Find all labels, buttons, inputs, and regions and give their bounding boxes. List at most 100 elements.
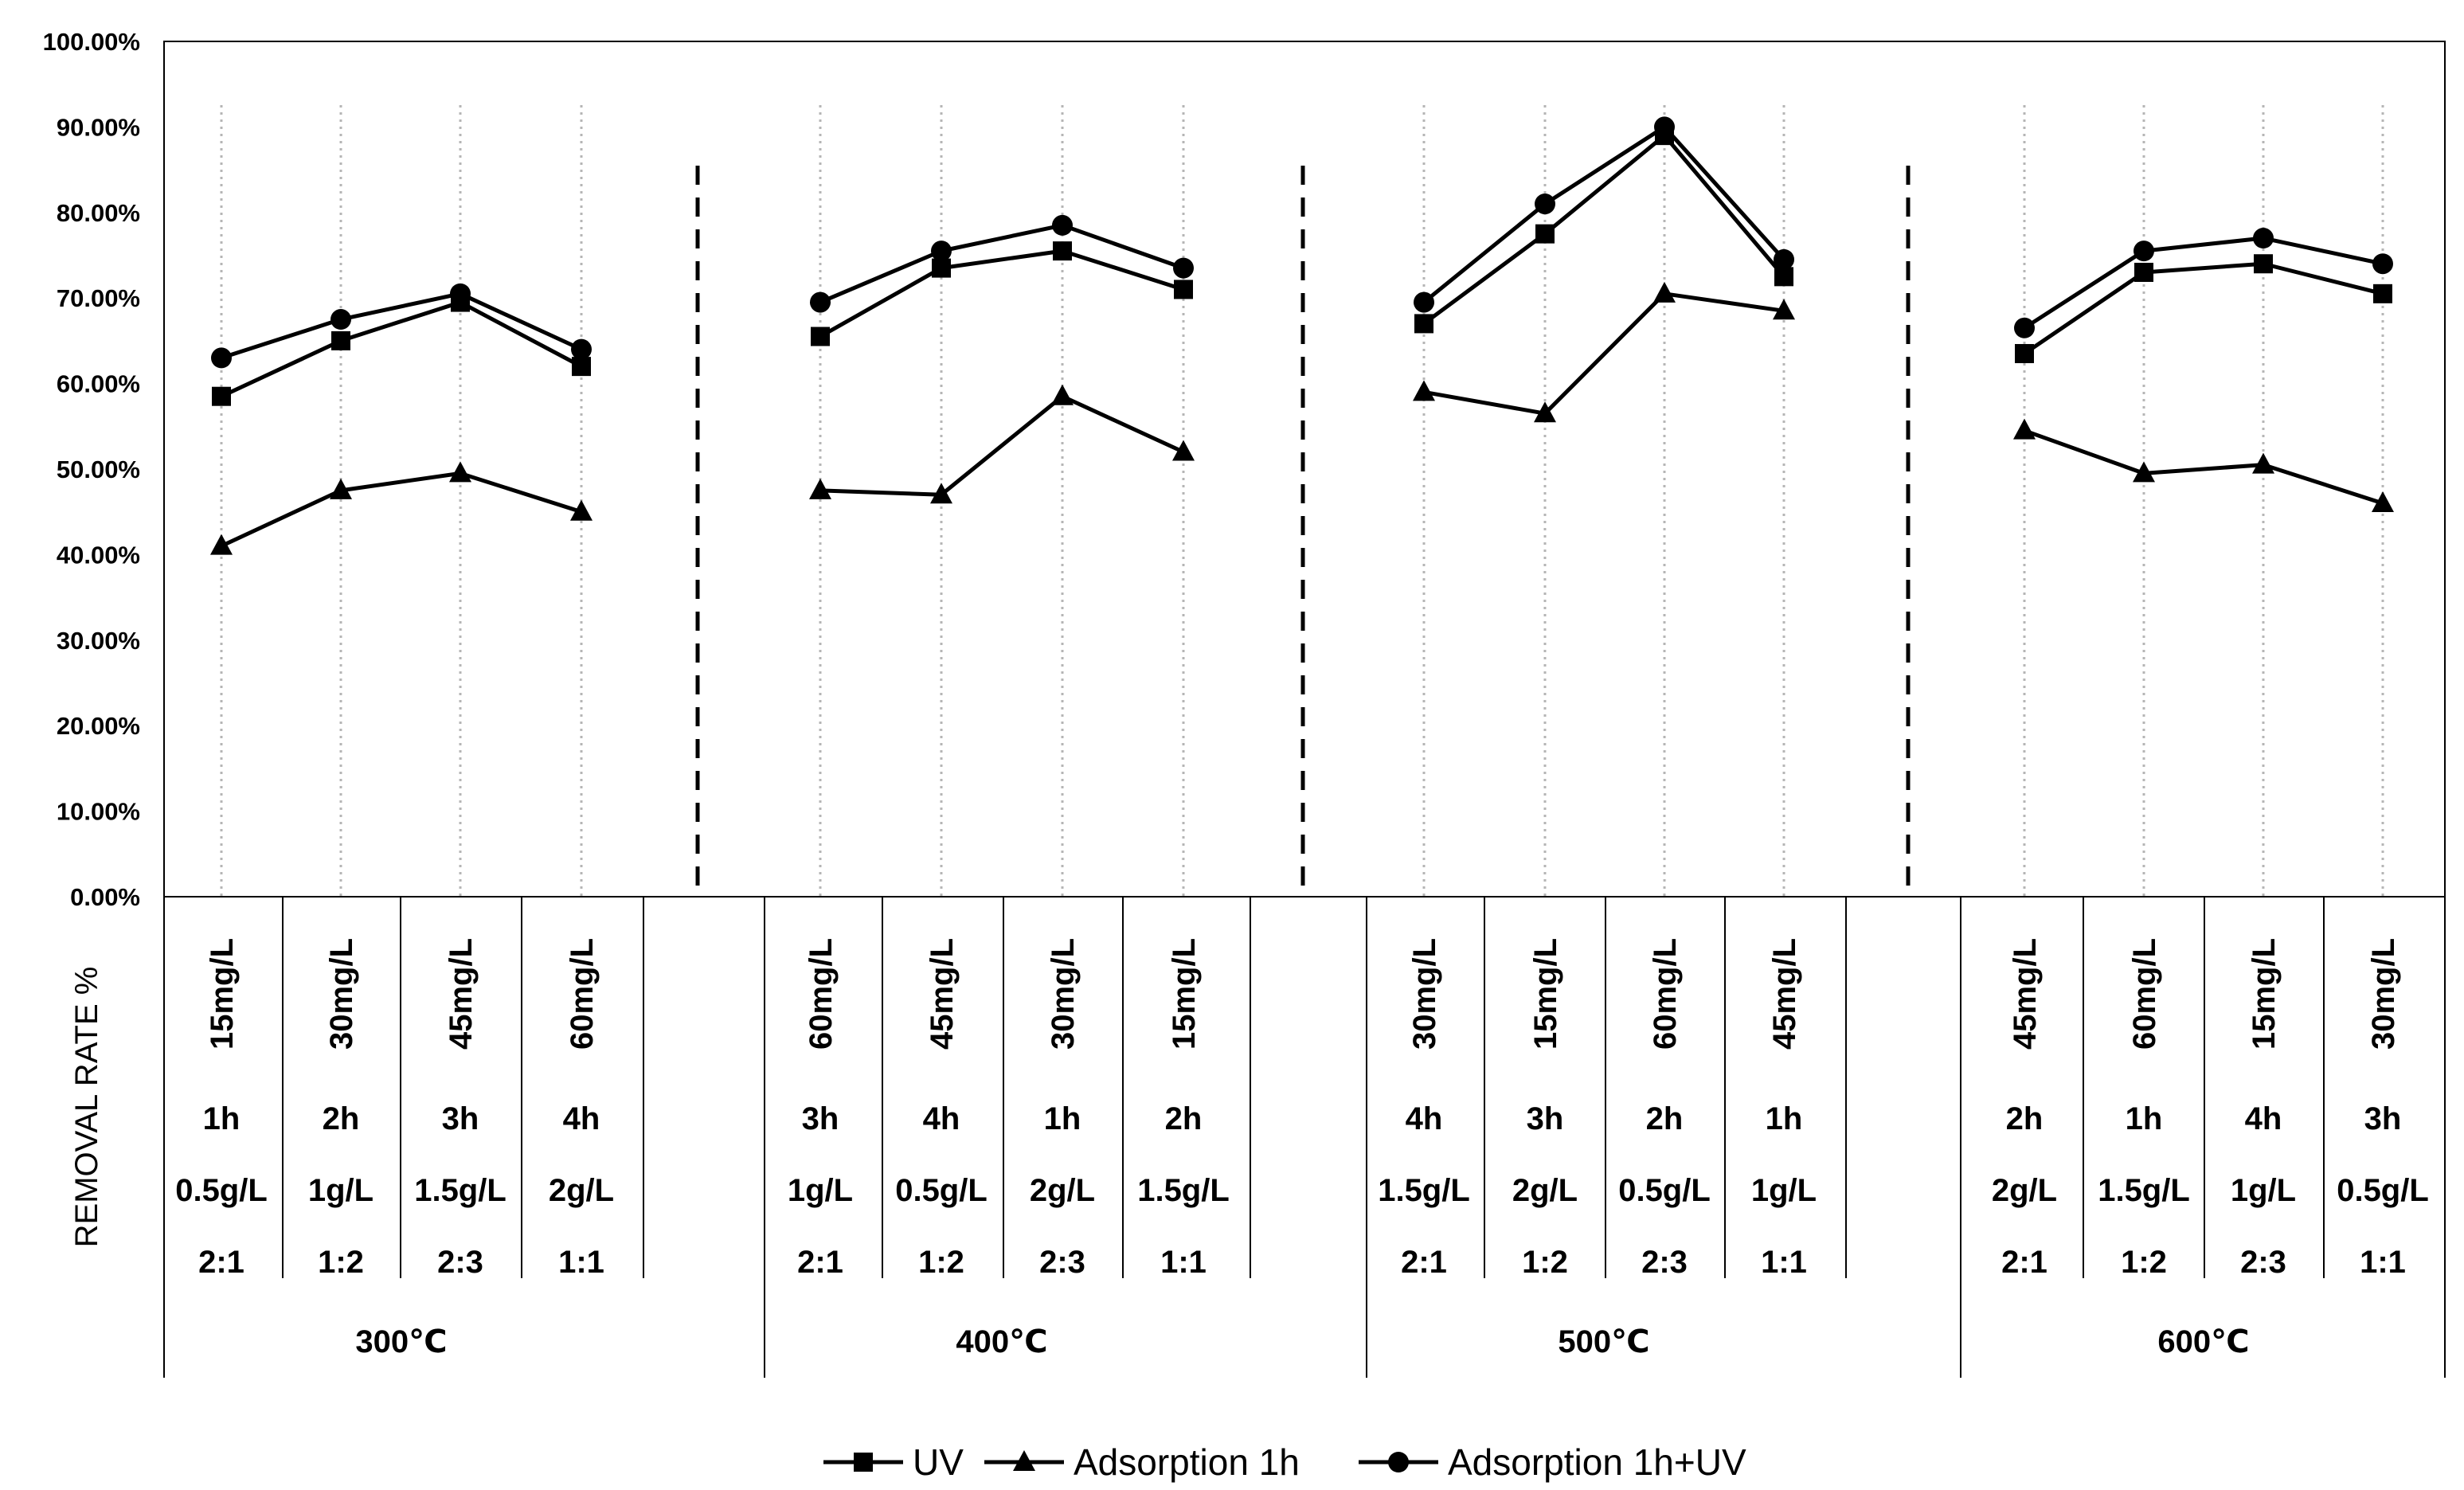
category-time-label: 4h — [1406, 1101, 1443, 1136]
data-point-uv — [1535, 224, 1555, 244]
data-point-adsorption-1h — [2372, 491, 2394, 512]
data-point-adsorption-1h — [449, 461, 471, 483]
category-dose-label: 2g/L — [549, 1173, 614, 1208]
category-concentration-label: 45mg/L — [444, 938, 479, 1050]
data-point-adsorption-1h-uv — [1414, 291, 1434, 313]
y-tick-label: 0.00% — [70, 883, 140, 911]
category-time-label: 1h — [1044, 1101, 1081, 1136]
data-point-uv — [2134, 262, 2153, 282]
legend-label: Adsorption 1h+UV — [1448, 1441, 1746, 1483]
data-point-adsorption-1h-uv — [1774, 248, 1794, 270]
data-point-adsorption-1h — [809, 478, 831, 499]
category-dose-label: 1.5g/L — [1378, 1173, 1470, 1208]
category-concentration-label: 15mg/L — [205, 938, 240, 1050]
category-ratio-label: 1:1 — [1160, 1245, 1207, 1280]
legend-marker — [854, 1453, 873, 1472]
data-point-adsorption-1h-uv — [2253, 228, 2274, 249]
category-dose-label: 2g/L — [1992, 1173, 2057, 1208]
category-dose-label: 2g/L — [1512, 1173, 1578, 1208]
category-ratio-label: 2:1 — [1401, 1245, 1447, 1280]
category-dose-label: 0.5g/L — [2337, 1173, 2429, 1208]
legend-marker — [1388, 1452, 1409, 1472]
y-tick-label: 10.00% — [57, 798, 140, 826]
data-point-uv — [2373, 284, 2392, 303]
data-point-uv — [1414, 314, 1433, 334]
legend-label: UV — [913, 1441, 964, 1483]
category-time-label: 4h — [2245, 1101, 2282, 1136]
category-concentration-label: 45mg/L — [925, 938, 960, 1050]
data-point-adsorption-1h-uv — [211, 347, 232, 369]
series-line-adsorption-1h — [220, 471, 582, 548]
data-point-adsorption-1h-uv — [2372, 253, 2393, 275]
data-point-adsorption-1h-uv — [1052, 214, 1073, 236]
category-time-label: 3h — [2364, 1101, 2402, 1136]
category-time-label: 1h — [1766, 1101, 1803, 1136]
category-concentration-label: 60mg/L — [1648, 938, 1683, 1050]
category-ratio-label: 2:3 — [437, 1245, 483, 1280]
category-time-label: 2h — [323, 1101, 360, 1136]
y-tick-label: 80.00% — [57, 199, 140, 227]
data-point-uv — [1053, 241, 1072, 261]
data-point-adsorption-1h — [330, 478, 352, 499]
data-point-uv — [932, 258, 951, 278]
category-time-label: 2h — [2006, 1101, 2044, 1136]
data-point-adsorption-1h — [1534, 401, 1556, 423]
series-line-adsorption-1h-uv — [221, 291, 583, 360]
data-point-uv — [2015, 344, 2034, 364]
category-concentration-label: 45mg/L — [1767, 938, 1802, 1050]
y-tick-label: 40.00% — [57, 541, 140, 569]
category-ratio-label: 2:1 — [797, 1245, 843, 1280]
category-ratio-label: 2:1 — [198, 1245, 244, 1280]
category-dose-label: 1.5g/L — [2098, 1173, 2190, 1208]
category-dose-label: 1g/L — [788, 1173, 853, 1208]
category-concentration-label: 30mg/L — [324, 938, 359, 1050]
y-axis-label: REMOVAL RATE % — [69, 967, 104, 1248]
category-ratio-label: 1:2 — [1522, 1245, 1568, 1280]
category-time-label: 2h — [1165, 1101, 1203, 1136]
data-point-adsorption-1h — [1172, 440, 1195, 461]
data-point-adsorption-1h-uv — [2134, 241, 2154, 262]
category-concentration-label: 60mg/L — [565, 938, 600, 1050]
category-ratio-label: 1:1 — [2360, 1245, 2406, 1280]
data-point-adsorption-1h — [2133, 461, 2155, 483]
category-concentration-label: 15mg/L — [1528, 938, 1563, 1050]
y-tick-label: 20.00% — [57, 712, 140, 740]
category-time-label: 3h — [802, 1101, 839, 1136]
category-time-label: 3h — [1527, 1101, 1564, 1136]
data-point-adsorption-1h — [1051, 384, 1074, 405]
data-point-adsorption-1h-uv — [450, 283, 471, 304]
data-point-adsorption-1h-uv — [2014, 317, 2035, 338]
category-dose-label: 0.5g/L — [895, 1173, 988, 1208]
category-concentration-label: 60mg/L — [804, 938, 839, 1050]
category-ratio-label: 2:3 — [1039, 1245, 1085, 1280]
category-dose-label: 1.5g/L — [414, 1173, 506, 1208]
legend-marker — [1013, 1450, 1035, 1471]
data-point-uv — [331, 330, 350, 350]
series-line-adsorption-1h-uv — [2023, 236, 2384, 330]
category-time-label: 4h — [563, 1101, 600, 1136]
category-concentration-label: 30mg/L — [2366, 938, 2401, 1050]
category-dose-label: 1.5g/L — [1137, 1173, 1230, 1208]
data-point-adsorption-1h-uv — [810, 291, 831, 313]
category-concentration-label: 30mg/L — [1046, 938, 1081, 1050]
y-tick-label: 100.00% — [43, 28, 140, 56]
data-point-adsorption-1h-uv — [1173, 257, 1194, 279]
series-line-uv — [220, 300, 583, 398]
series-line-uv — [819, 248, 1184, 338]
series-line-adsorption-1h-uv — [819, 223, 1184, 304]
data-point-adsorption-1h — [1653, 281, 1676, 303]
category-dose-label: 0.5g/L — [1618, 1173, 1711, 1208]
group-temperature-label: 400℃ — [956, 1324, 1047, 1359]
data-point-adsorption-1h-uv — [330, 309, 351, 330]
data-point-uv — [1774, 267, 1793, 287]
series-line-uv — [2023, 261, 2384, 356]
category-dose-label: 1g/L — [2231, 1173, 2296, 1208]
data-point-adsorption-1h — [1413, 380, 1435, 401]
legend-label: Adsorption 1h — [1074, 1441, 1300, 1483]
series-line-uv — [1422, 133, 1785, 326]
category-time-label: 2h — [1646, 1101, 1684, 1136]
category-ratio-label: 1:2 — [918, 1245, 964, 1280]
data-point-adsorption-1h — [570, 499, 593, 521]
category-time-label: 1h — [203, 1101, 241, 1136]
